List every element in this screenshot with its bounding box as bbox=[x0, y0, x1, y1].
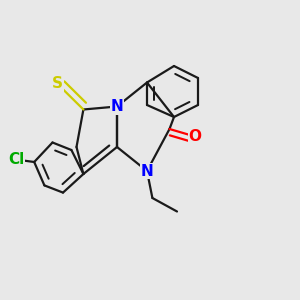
Text: Cl: Cl bbox=[8, 152, 25, 167]
Text: N: N bbox=[111, 99, 123, 114]
Text: N: N bbox=[141, 164, 153, 178]
Text: O: O bbox=[188, 129, 202, 144]
Text: S: S bbox=[52, 76, 63, 92]
